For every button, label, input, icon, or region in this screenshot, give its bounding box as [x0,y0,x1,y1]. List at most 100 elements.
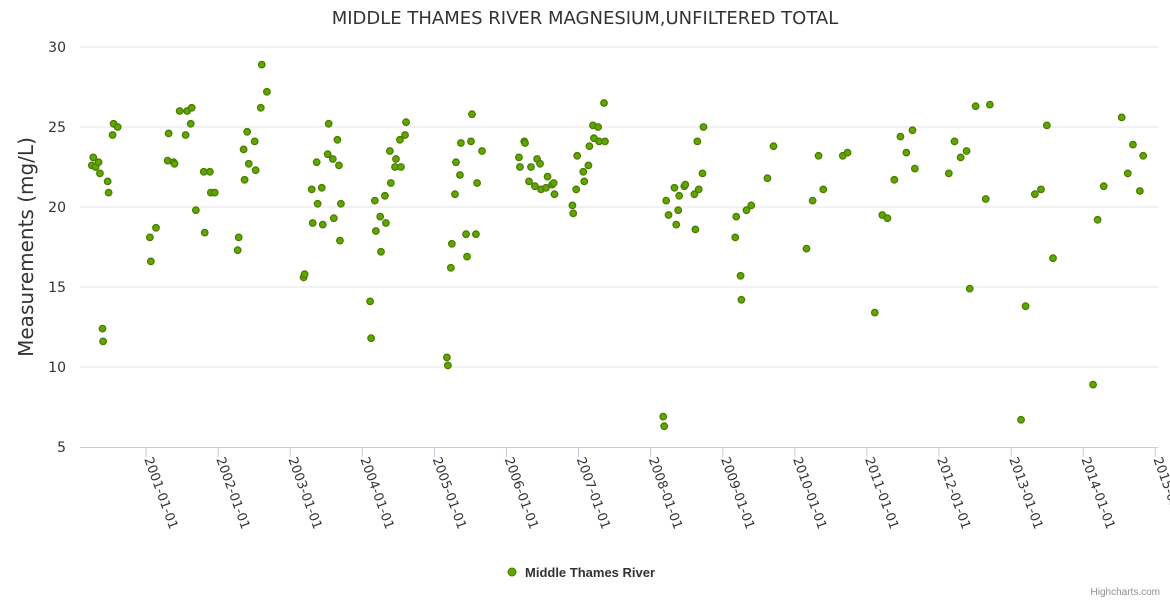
data-point[interactable] [902,148,911,157]
data-point[interactable] [337,199,345,208]
data-point[interactable] [693,137,702,146]
data-point[interactable] [478,147,486,155]
data-point[interactable] [472,230,480,239]
data-point[interactable] [328,155,337,163]
data-point[interactable] [99,337,107,346]
data-point[interactable] [601,137,609,146]
data-point[interactable] [681,180,690,189]
data-point[interactable] [950,137,959,146]
data-point[interactable] [971,102,980,111]
data-point[interactable] [324,119,333,128]
data-point[interactable] [181,131,190,139]
data-point[interactable] [908,126,917,135]
data-point[interactable] [402,118,410,127]
data-point[interactable] [731,233,740,242]
data-point[interactable] [675,191,684,200]
data-point[interactable] [690,190,699,199]
data-point[interactable] [1129,140,1137,149]
data-point[interactable] [386,179,395,187]
data-point[interactable] [525,177,533,186]
data-point[interactable] [250,137,259,146]
data-point[interactable] [1089,380,1097,389]
data-point[interactable] [263,87,271,96]
data-point[interactable] [376,212,385,221]
data-point[interactable] [699,123,708,131]
data-point[interactable] [965,284,974,293]
data-point[interactable] [104,188,113,197]
data-point[interactable] [769,142,778,151]
data-point[interactable] [542,183,550,192]
data-point[interactable] [1042,121,1051,130]
data-point[interactable] [985,100,994,109]
data-point[interactable] [367,334,376,343]
data-point[interactable] [243,127,252,136]
data-point[interactable] [452,158,460,167]
data-point[interactable] [191,206,200,215]
data-point[interactable] [944,169,953,178]
data-point[interactable] [531,182,539,191]
legend-label[interactable]: Middle Thames River [525,565,655,580]
data-point[interactable] [737,295,746,304]
data-point[interactable] [1093,215,1102,224]
data-point[interactable] [896,132,905,141]
data-point[interactable] [883,214,892,223]
data-point[interactable] [698,169,707,178]
data-point[interactable] [256,103,265,112]
data-point[interactable] [377,247,385,256]
data-point[interactable] [307,185,316,194]
data-point[interactable] [890,175,899,184]
data-point[interactable] [462,230,470,239]
data-point[interactable] [579,167,588,176]
data-point[interactable] [401,131,409,139]
data-point[interactable] [1021,302,1030,311]
data-point[interactable] [536,159,544,168]
data-point[interactable] [1099,182,1108,191]
data-point[interactable] [308,219,317,227]
data-point[interactable] [549,179,558,187]
data-point[interactable] [94,158,103,167]
data-point[interactable] [113,123,122,131]
data-point[interactable] [956,153,965,162]
data-point[interactable] [145,233,154,242]
data-point[interactable] [843,148,852,157]
data-point[interactable] [1037,185,1045,194]
data-point[interactable] [1017,415,1025,424]
data-point[interactable] [392,155,400,163]
data-point[interactable] [550,190,559,199]
data-point[interactable] [397,163,405,171]
data-point[interactable] [205,167,214,176]
data-point[interactable] [981,195,990,203]
data-point[interactable] [543,172,552,181]
data-point[interactable] [313,199,322,208]
data-point[interactable] [456,171,464,179]
data-point[interactable] [572,185,581,194]
data-point[interactable] [366,297,375,306]
data-point[interactable] [446,263,455,272]
data-point[interactable] [742,206,751,215]
data-point[interactable] [660,422,669,431]
data-point[interactable] [187,103,196,112]
data-point[interactable] [312,158,321,167]
data-point[interactable] [244,159,253,168]
data-point[interactable] [819,185,828,194]
data-point[interactable] [239,145,248,154]
data-point[interactable] [443,361,452,370]
data-point[interactable] [584,161,593,170]
data-point[interactable] [336,236,344,245]
data-point[interactable] [1117,113,1126,122]
data-point[interactable] [257,60,266,69]
data-point[interactable] [694,185,703,194]
data-point[interactable] [170,159,179,168]
data-point[interactable] [1030,190,1039,199]
data-point[interactable] [329,214,338,223]
data-point[interactable] [573,151,582,160]
data-point[interactable] [457,139,465,147]
data-point[interactable] [672,220,681,229]
data-point[interactable] [1135,187,1144,195]
data-point[interactable] [664,211,673,219]
data-point[interactable] [473,179,481,187]
data-point[interactable] [382,219,390,227]
data-point[interactable] [568,201,577,210]
credits-link[interactable]: Highcharts.com [1091,587,1160,598]
data-point[interactable] [152,223,160,232]
